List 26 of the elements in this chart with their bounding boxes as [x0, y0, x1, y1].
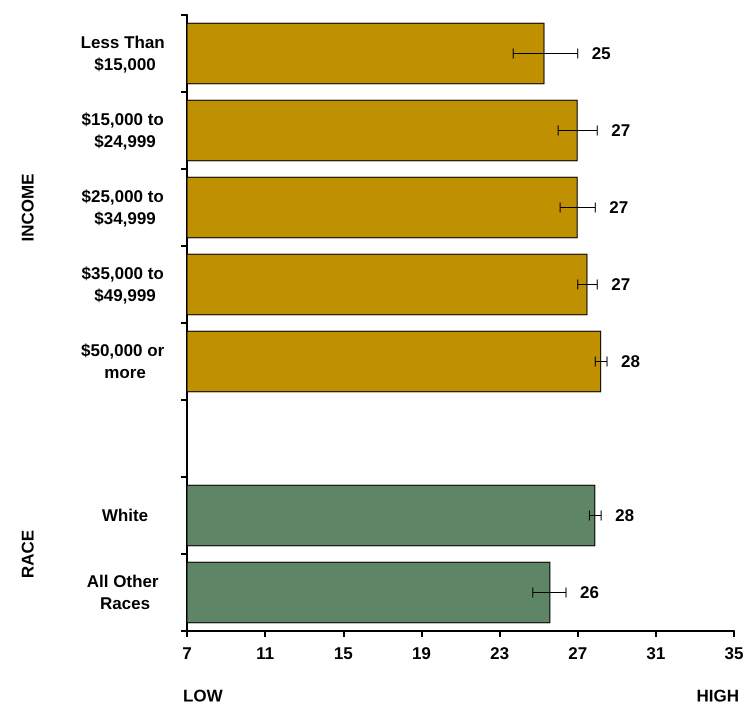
x-tick-label: 35: [724, 644, 744, 663]
data-label: 27: [609, 198, 628, 217]
data-label: 27: [611, 121, 630, 140]
y-tick-label: $50,000 or more: [81, 341, 169, 382]
x-tick-label: 7: [182, 644, 192, 663]
data-label: 25: [592, 44, 611, 63]
x-tick-label: 23: [490, 644, 510, 663]
y-tick-label: All Other Races: [86, 572, 164, 613]
x-tick-label: 11: [256, 644, 274, 663]
text: INCOME: [18, 174, 38, 242]
data-label: 26: [580, 583, 599, 602]
text: RACE: [18, 530, 38, 578]
x-tick-label: 15: [334, 644, 353, 663]
data-label: 28: [615, 506, 634, 525]
y-tick-label: Less Than $15,000: [80, 33, 170, 74]
data-label: 28: [621, 352, 640, 371]
y-tick-label: White: [102, 506, 148, 525]
data-label: 27: [611, 275, 630, 294]
text: HIGH: [696, 686, 739, 706]
text: LOW: [183, 686, 224, 706]
x-tick-label: 31: [646, 644, 666, 663]
y-tick-label: $15,000 to $24,999: [82, 110, 168, 151]
x-tick-label: 27: [568, 644, 588, 663]
y-tick-label: $25,000 to $34,999: [82, 187, 168, 228]
y-tick-label: $35,000 to $49,999: [82, 264, 168, 305]
x-tick-label: 19: [412, 644, 431, 663]
